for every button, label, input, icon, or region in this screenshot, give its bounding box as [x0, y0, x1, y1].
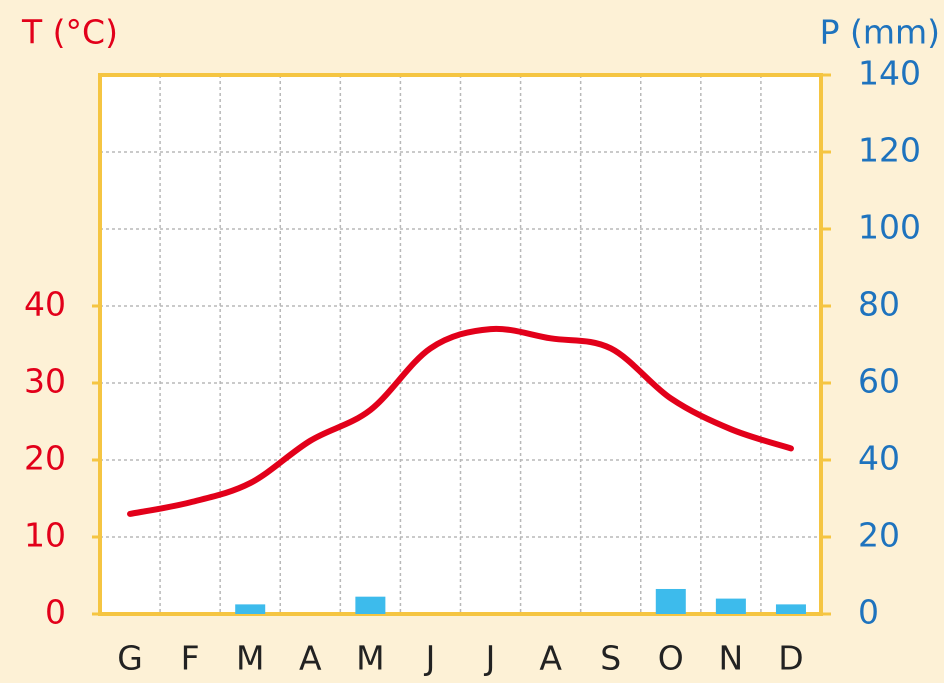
bar: [355, 596, 386, 614]
y2-tick-label: 20: [858, 516, 900, 555]
bar: [235, 604, 266, 614]
bar: [775, 604, 806, 614]
y2-tick-label: 60: [858, 362, 900, 401]
x-tick-label: S: [600, 639, 621, 678]
y-tick-label: 30: [24, 362, 66, 401]
x-tick-label: N: [719, 639, 744, 678]
x-tick-label: D: [778, 639, 803, 678]
y2-tick-label: 0: [858, 593, 879, 632]
y2-tick-label: 140: [858, 54, 921, 93]
y2-tick-label: 40: [858, 439, 900, 478]
x-tick-label: F: [181, 639, 200, 678]
x-tick-label: A: [539, 639, 562, 678]
y-tick-label: 40: [24, 285, 66, 324]
x-tick-label: A: [299, 639, 322, 678]
y-tick-label: 20: [24, 439, 66, 478]
x-tick-label: J: [424, 639, 436, 678]
y-axis-title: T (°C): [21, 13, 118, 52]
y-tick-label: 0: [45, 593, 66, 632]
y2-tick-label: 100: [858, 208, 921, 247]
plot-area: [100, 75, 821, 614]
y2-tick-label: 120: [858, 131, 921, 170]
bar: [715, 598, 746, 614]
y-tick-label: 10: [24, 516, 66, 555]
x-tick-label: O: [658, 639, 684, 678]
x-tick-label: J: [484, 639, 496, 678]
plot-frame: [98, 73, 823, 616]
x-tick-label: M: [356, 639, 384, 678]
temperature-line: [127, 325, 794, 517]
x-tick-label: G: [117, 639, 143, 678]
bar: [655, 588, 686, 614]
y2-axis-title: P (mm): [820, 13, 940, 52]
y2-tick-label: 80: [858, 285, 900, 324]
x-tick-label: M: [236, 639, 264, 678]
